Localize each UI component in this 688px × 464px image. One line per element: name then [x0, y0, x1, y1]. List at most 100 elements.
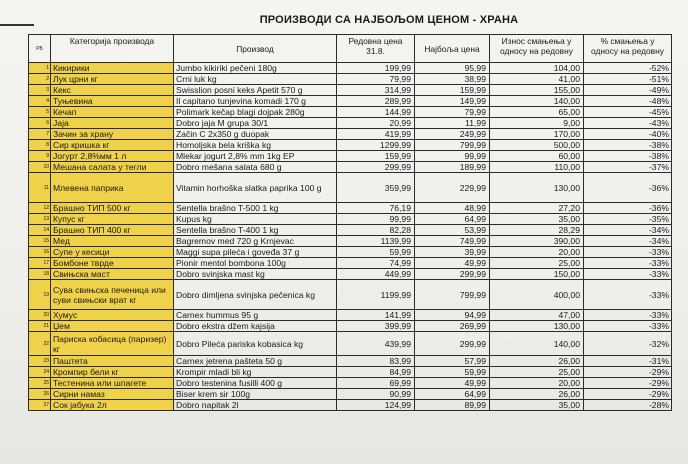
table-row: 12 Брашно ТИП 500 кг Sentella brašno T-500… — [28, 202, 672, 214]
row-category: Сок јабука 2л — [50, 399, 174, 411]
row-number: 18 — [28, 268, 51, 280]
row-reduction-amount: 400,00 — [489, 279, 584, 310]
row-reduction-pct: -32% — [583, 331, 672, 356]
row-number: 23 — [28, 355, 51, 367]
table-row: 6 Јаја Dobro jaja M grupa 30/1 20,99 11,99 9,… — [28, 117, 672, 129]
row-regular-price: 141,99 — [336, 309, 415, 321]
row-category: Мешана салата у тегли — [50, 161, 174, 173]
row-number: 17 — [28, 257, 51, 269]
header-reduction-amount: Износ смањења у односу на редовну — [489, 34, 584, 63]
row-category: Лук црни кг — [50, 73, 174, 85]
row-category: Млевена паприка — [50, 172, 174, 203]
row-best-price: 269,99 — [414, 320, 490, 332]
row-product: Krompir mladi bli kg — [173, 366, 337, 378]
row-reduction-pct: -29% — [583, 366, 672, 378]
table-row: 18 Свињска маст Dobro svinjska mast kg 449,… — [28, 268, 672, 280]
row-reduction-pct: -36% — [583, 172, 672, 203]
row-regular-price: 159,99 — [336, 150, 415, 162]
row-regular-price: 59,99 — [336, 246, 415, 258]
row-reduction-pct: -40% — [583, 128, 672, 140]
row-regular-price: 69,99 — [336, 377, 415, 389]
table-row: 22 Париска кобасица (паризер) кг Dobro Pil… — [28, 331, 672, 356]
row-reduction-pct: -31% — [583, 355, 672, 367]
row-category: Тестенина или шпагете — [50, 377, 174, 389]
row-best-price: 99,99 — [414, 150, 490, 162]
row-category: Јаја — [50, 117, 174, 129]
row-category: Брашно ТИП 400 кг — [50, 224, 174, 236]
row-product: Crni luk kg — [173, 73, 337, 85]
row-product: Kupus kg — [173, 213, 337, 225]
row-reduction-amount: 65,00 — [489, 106, 584, 118]
row-category: Кикирики — [50, 62, 174, 74]
row-reduction-pct: -33% — [583, 279, 672, 310]
row-reduction-amount: 60,00 — [489, 150, 584, 162]
table-row: 25 Тестенина или шпагете Dobro testenina f… — [28, 377, 672, 389]
row-category: Хумус — [50, 309, 174, 321]
table-row: 27 Сок јабука 2л Dobro napitak 2l 124,99 89,… — [28, 399, 672, 411]
row-reduction-pct: -48% — [583, 95, 672, 107]
row-regular-price: 439,99 — [336, 331, 415, 356]
row-number: 9 — [28, 150, 51, 162]
table-body: 1 Кикирики Jumbo kikiriki pečeni 180g 199,9… — [28, 62, 672, 411]
row-best-price: 38,99 — [414, 73, 490, 85]
row-product: Carnex jetrena pašteta 50 g — [173, 355, 337, 367]
row-best-price: 749,99 — [414, 235, 490, 247]
row-best-price: 49,99 — [414, 257, 490, 269]
row-best-price: 39,99 — [414, 246, 490, 258]
row-reduction-pct: -37% — [583, 161, 672, 173]
header-product: Производ — [173, 34, 337, 63]
row-product: Sentella brašno T-400 1 kg — [173, 224, 337, 236]
table-row: 9 Јогурт 2,8%мм 1 л Mlekar jogurt 2,8% mm … — [28, 150, 672, 162]
table-row: 7 Зачин за храну Začin C 2x350 g duopak 419… — [28, 128, 672, 140]
row-number: 2 — [28, 73, 51, 85]
table-row: 4 Туњевина Il capitano tunjevina komadi 17… — [28, 95, 672, 107]
table-row: 26 Сирни намаз Biser krem sir 100g 90,99 64,… — [28, 388, 672, 400]
row-category: Зачин за храну — [50, 128, 174, 140]
row-best-price: 64,99 — [414, 213, 490, 225]
row-regular-price: 83,99 — [336, 355, 415, 367]
row-regular-price: 419,99 — [336, 128, 415, 140]
row-number: 10 — [28, 161, 51, 173]
row-product: Vitamin horhoška slatka paprika 100 g — [173, 172, 337, 203]
row-best-price: 299,99 — [414, 268, 490, 280]
row-product: Jumbo kikiriki pečeni 180g — [173, 62, 337, 74]
row-regular-price: 144,99 — [336, 106, 415, 118]
table-row: 13 Купус кг Kupus kg 99,99 64,99 35,00 -35% — [28, 213, 672, 225]
row-reduction-amount: 20,00 — [489, 246, 584, 258]
row-reduction-pct: -49% — [583, 84, 672, 96]
row-reduction-amount: 140,00 — [489, 331, 584, 356]
header-reduction-pct: % смањења у односу на редовну — [583, 34, 672, 63]
row-number: 20 — [28, 309, 51, 321]
row-best-price: 64,99 — [414, 388, 490, 400]
row-number: 8 — [28, 139, 51, 151]
row-number: 21 — [28, 320, 51, 332]
row-category: Џем — [50, 320, 174, 332]
row-category: Купус кг — [50, 213, 174, 225]
row-reduction-pct: -29% — [583, 377, 672, 389]
row-reduction-amount: 47,00 — [489, 309, 584, 321]
row-reduction-pct: -33% — [583, 246, 672, 258]
row-number: 15 — [28, 235, 51, 247]
row-reduction-pct: -52% — [583, 62, 672, 74]
row-product: Maggi supa pilеća i goveđa 37 g — [173, 246, 337, 258]
row-number: 5 — [28, 106, 51, 118]
table-row: 2 Лук црни кг Crni luk kg 79,99 38,99 41,00 -5… — [28, 73, 672, 85]
row-product: Dobro ekstra džem kajsija — [173, 320, 337, 332]
row-best-price: 59,99 — [414, 366, 490, 378]
row-best-price: 189,99 — [414, 161, 490, 173]
row-reduction-pct: -35% — [583, 213, 672, 225]
row-best-price: 11,99 — [414, 117, 490, 129]
row-best-price: 229,99 — [414, 172, 490, 203]
row-reduction-amount: 130,00 — [489, 172, 584, 203]
header-regular-price: Редовна цена 31.8. — [336, 34, 415, 63]
row-number: 11 — [28, 172, 51, 203]
row-regular-price: 1139,99 — [336, 235, 415, 247]
table-row: 15 Мед Bagremov med 720 g Krnjevac 1139,99 7… — [28, 235, 672, 247]
row-product: Swisslion posni keks Apetit 570 g — [173, 84, 337, 96]
table-header-row: РБ Категорија производа Производ Редовна… — [28, 34, 672, 63]
row-reduction-amount: 500,00 — [489, 139, 584, 151]
row-number: 14 — [28, 224, 51, 236]
row-reduction-pct: -36% — [583, 202, 672, 214]
row-regular-price: 199,99 — [336, 62, 415, 74]
